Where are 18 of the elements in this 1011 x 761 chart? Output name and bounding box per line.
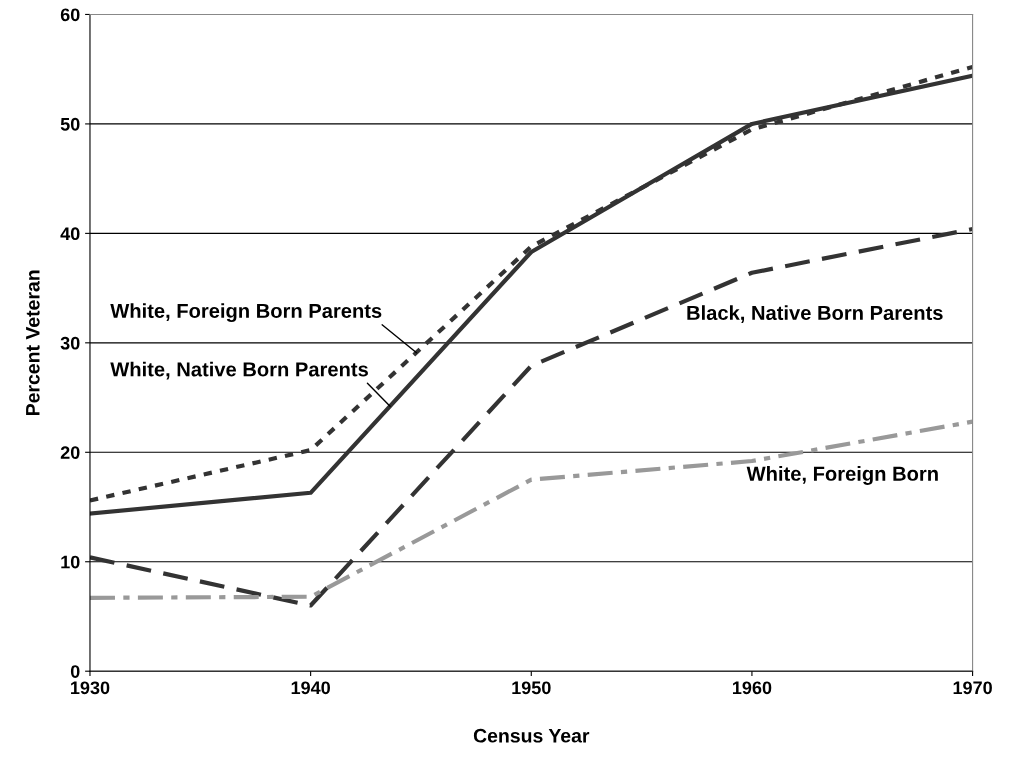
annotation: White, Foreign Born Parents <box>110 303 382 323</box>
x-tick-label: 1970 <box>953 681 992 695</box>
x-tick-label: 1930 <box>71 681 110 695</box>
y-tick-label: 0 <box>70 665 80 678</box>
x-tick-label: 1960 <box>732 681 772 695</box>
y-tick-label: 40 <box>60 227 80 241</box>
annotation: Black, Native Born Parents <box>687 305 943 323</box>
y-tick-label: 20 <box>60 446 80 460</box>
annotation: White, Foreign Born <box>746 466 938 485</box>
y-tick-label: 50 <box>60 117 80 131</box>
x-tick-label: 1950 <box>512 681 551 695</box>
y-tick-label: 10 <box>61 555 80 569</box>
annotation: White, Native Born Parents <box>110 361 368 380</box>
x-tick-label: 1940 <box>291 681 330 695</box>
y-tick-label: 30 <box>60 336 80 350</box>
y-tick-label: 60 <box>60 8 80 22</box>
x-axis-title: Census Year <box>473 728 590 743</box>
y-axis-title: Percent Veteran <box>26 270 40 416</box>
